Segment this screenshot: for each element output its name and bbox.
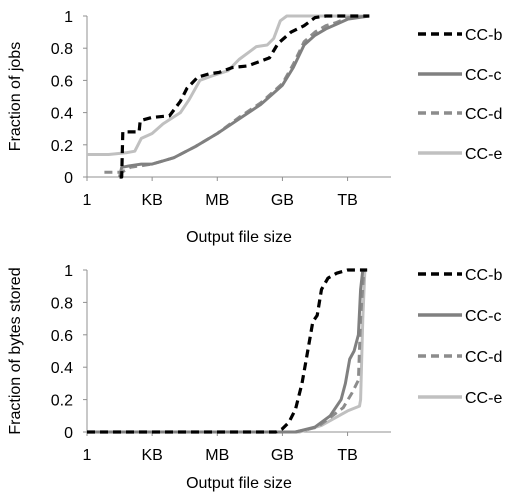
legend-label: CC-d	[465, 106, 502, 123]
x-tick-label: 1	[83, 192, 92, 209]
series-line-cc-c	[118, 14, 370, 178]
x-tick-label: TB	[337, 447, 357, 464]
x-tick-label: MB	[205, 447, 229, 464]
legend-label: CC-c	[465, 67, 501, 84]
x-tick-label: GB	[271, 447, 294, 464]
y-tick-label: 0.4	[51, 106, 73, 123]
x-tick-label: 1	[83, 447, 92, 464]
x-axis-label: Output file size	[186, 229, 292, 246]
series-line-cc-c	[87, 268, 368, 434]
y-tick-label: 1	[64, 263, 73, 280]
y-tick-label: 0.8	[51, 295, 73, 312]
y-tick-label: 0.8	[51, 41, 73, 58]
y-tick-label: 0.2	[51, 393, 73, 410]
y-axis-label: Fraction of bytes stored	[7, 267, 24, 434]
x-axis-label: Output file size	[186, 475, 292, 492]
x-tick-label: KB	[141, 192, 162, 209]
y-tick-label: 0	[64, 170, 73, 187]
y-tick-label: 0.6	[51, 73, 73, 90]
series-line-cc-b	[119, 14, 370, 179]
y-tick-label: 0.4	[51, 360, 73, 377]
legend-label: CC-e	[465, 390, 502, 407]
chart-top-fraction-of-jobs: 0 0.2 0.4 0.6 0.8 1 1 KB MB GB TB Output file size F…	[7, 9, 502, 246]
legend-label: CC-b	[465, 267, 502, 284]
legend-label: CC-b	[465, 27, 502, 44]
chart-bottom-fraction-of-bytes-stored: 0 0.2 0.4 0.6 0.8 1 1 KB MB GB TB Output file size F…	[7, 263, 502, 492]
x-tick-label: GB	[271, 192, 294, 209]
legend-label: CC-d	[465, 349, 502, 366]
y-tick-label: 0.2	[51, 138, 73, 155]
x-tick-label: KB	[141, 447, 162, 464]
y-tick-label: 1	[64, 9, 73, 26]
series-line-cc-d	[87, 268, 368, 434]
y-tick-label: 0.6	[51, 328, 73, 345]
y-axis-label: Fraction of jobs	[7, 42, 24, 151]
legend-label: CC-c	[465, 308, 501, 325]
x-tick-label: MB	[205, 192, 229, 209]
series-line-cc-d	[104, 14, 370, 174]
series-line-cc-e	[87, 14, 370, 156]
legend-label: CC-e	[465, 146, 502, 163]
x-tick-label: TB	[337, 192, 357, 209]
series-line-cc-e	[87, 268, 368, 434]
y-tick-label: 0	[64, 425, 73, 442]
series-line-cc-b	[87, 268, 368, 434]
